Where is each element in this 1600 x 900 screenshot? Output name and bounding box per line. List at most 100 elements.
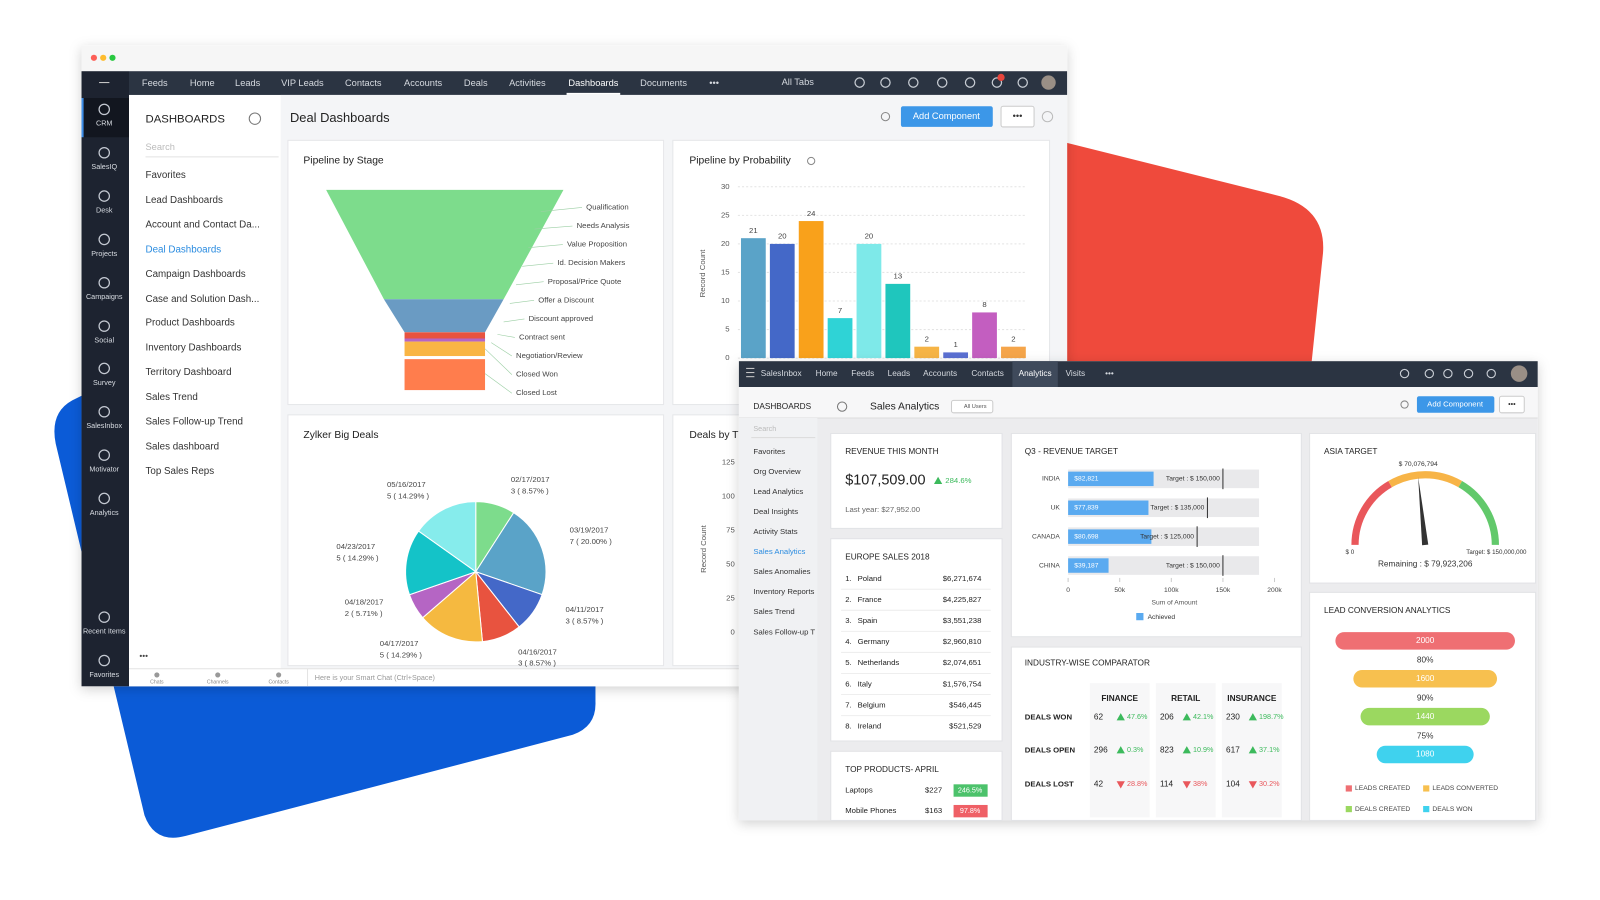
dashboard-item[interactable]: Account and Contact Da... — [146, 220, 260, 231]
nav-tab[interactable]: SalesInbox — [761, 369, 803, 378]
dashboard-item[interactable]: Sales Trend — [146, 392, 198, 403]
avatar[interactable] — [1510, 365, 1528, 382]
nav-icon[interactable] — [908, 77, 919, 88]
nav-icon[interactable] — [1017, 77, 1028, 88]
chat-tab[interactable]: Chats — [150, 680, 164, 686]
nav-tab[interactable]: Accounts — [923, 369, 957, 378]
data-label: 21 — [749, 226, 758, 235]
dashboard-item[interactable]: Sales Follow-up Trend — [146, 417, 243, 428]
nav-tab[interactable]: ••• — [709, 78, 719, 88]
dashboard-item[interactable]: Sales Trend — [753, 607, 794, 616]
nav-tab[interactable]: ••• — [1105, 369, 1114, 378]
nav-icon[interactable] — [964, 77, 976, 88]
app-item[interactable]: SalesInbox — [86, 421, 122, 430]
nav-tab[interactable]: Dashboards — [568, 78, 618, 88]
nav-tab[interactable]: Leads — [235, 78, 261, 88]
nav-tab[interactable]: Visits — [1066, 369, 1086, 378]
help[interactable] — [1041, 110, 1054, 123]
app-item[interactable]: Desk — [96, 205, 113, 214]
cell-change: 37.1% — [1259, 745, 1280, 754]
app-item[interactable]: Recent Items — [83, 626, 126, 635]
nav-icon[interactable] — [880, 77, 891, 88]
add-button-text[interactable]: Add Component — [913, 111, 980, 121]
dashboard-item[interactable]: Product Dashboards — [146, 318, 235, 329]
down-arrow — [1182, 781, 1191, 789]
chat-tab[interactable]: Contacts — [268, 680, 289, 686]
all-tabs[interactable]: All Tabs — [782, 77, 815, 87]
nav-icon[interactable] — [1486, 368, 1496, 379]
nav-icon[interactable] — [1463, 368, 1474, 379]
app-item[interactable]: CRM — [96, 119, 112, 128]
kpi-value: $107,509.00 — [845, 473, 925, 489]
nav-icon[interactable] — [936, 77, 948, 88]
dashboard-item[interactable]: Favorites — [146, 170, 186, 181]
dashboard-item[interactable]: Deal Dashboards — [146, 244, 222, 255]
dashboard-item[interactable]: Case and Solution Dash... — [146, 294, 260, 305]
nav-tab[interactable]: Accounts — [404, 78, 442, 88]
dashboard-item[interactable]: Sales Analytics — [753, 547, 805, 556]
more-button-text[interactable]: ••• — [1508, 399, 1516, 408]
dashboard-item[interactable]: Favorites — [753, 447, 785, 456]
avatar[interactable] — [1041, 75, 1056, 90]
dashboard-item[interactable]: Org Overview — [753, 467, 801, 476]
app-item[interactable]: Social — [94, 335, 114, 344]
app-item[interactable]: Favorites — [89, 670, 119, 679]
nav-icon[interactable] — [991, 77, 1003, 88]
nav-tab[interactable]: Deals — [464, 78, 488, 88]
add-dashboard[interactable] — [248, 112, 262, 125]
chat-input[interactable]: Here is your Smart Chat (Ctrl+Space) — [315, 673, 435, 682]
search[interactable]: Search — [146, 142, 175, 152]
nav-tab[interactable]: Home — [190, 78, 215, 88]
list-title[interactable]: DASHBOARDS — [146, 114, 226, 126]
list-title[interactable]: DASHBOARDS — [753, 402, 811, 411]
dashboard-item[interactable]: Lead Analytics — [753, 487, 803, 496]
refresh[interactable] — [1400, 400, 1409, 409]
nav-tab[interactable]: Feeds — [142, 78, 168, 88]
dashboard-item[interactable]: Sales Follow-up T — [753, 627, 815, 636]
more-button-text[interactable]: ••• — [1013, 111, 1023, 121]
y-tick-label: 5 — [725, 325, 729, 334]
dashboard-item[interactable]: Lead Dashboards — [146, 195, 223, 206]
nav-icon[interactable] — [1424, 368, 1435, 379]
cell-value: 230 — [1226, 712, 1240, 721]
add-button-text[interactable]: Add Component — [1427, 400, 1484, 409]
refresh[interactable] — [880, 111, 891, 122]
data-label: 1 — [953, 340, 957, 349]
dashboard-item[interactable]: Sales dashboard — [146, 441, 220, 452]
dashboard-item[interactable]: Inventory Dashboards — [146, 342, 242, 353]
app-item[interactable]: Campaigns — [86, 292, 123, 301]
nav-tab[interactable]: VIP Leads — [281, 78, 324, 88]
app-item[interactable]: Analytics — [90, 508, 119, 517]
nav-tab[interactable]: Home — [816, 369, 838, 378]
blue-shape — [54, 394, 596, 838]
stage-label: Value Proposition — [567, 240, 627, 249]
nav-tab[interactable]: Feeds — [851, 369, 874, 378]
nav-icon[interactable] — [854, 77, 865, 88]
dashboard-item[interactable]: Inventory Reports — [753, 587, 814, 596]
nav-tab[interactable]: Contacts — [971, 369, 1004, 378]
dashboard-item[interactable]: Campaign Dashboards — [146, 269, 246, 280]
app-item[interactable]: Projects — [91, 249, 117, 258]
nav-icon[interactable] — [1443, 368, 1453, 379]
users-chip-text[interactable]: All Users — [964, 404, 987, 410]
dashboard-item[interactable]: Territory Dashboard — [146, 367, 232, 378]
add-dashboard[interactable] — [836, 401, 848, 412]
nav-tab[interactable]: Analytics — [1019, 369, 1052, 378]
nav-tab[interactable]: Activities — [509, 78, 546, 88]
nav-tab[interactable]: Documents — [640, 78, 687, 88]
refresh[interactable] — [807, 156, 816, 166]
column-header: FINANCE — [1101, 694, 1138, 703]
dashboard-item[interactable]: Sales Anomalies — [753, 567, 810, 576]
dashboard-item[interactable]: Activity Stats — [753, 527, 797, 536]
chat-tab[interactable]: Channels — [207, 680, 229, 686]
dashboard-item[interactable]: Top Sales Reps — [146, 466, 215, 477]
search[interactable]: Search — [753, 424, 776, 433]
nav-tab[interactable]: Leads — [888, 369, 910, 378]
nav-icon[interactable] — [1399, 368, 1410, 379]
y-tick-label: 15 — [721, 267, 730, 276]
dashboard-item[interactable]: Deal Insights — [753, 507, 798, 516]
app-item[interactable]: Motivator — [89, 464, 119, 473]
app-item[interactable]: SalesIQ — [91, 162, 117, 171]
nav-tab[interactable]: Contacts — [345, 78, 382, 88]
app-item[interactable]: Survey — [93, 378, 116, 387]
